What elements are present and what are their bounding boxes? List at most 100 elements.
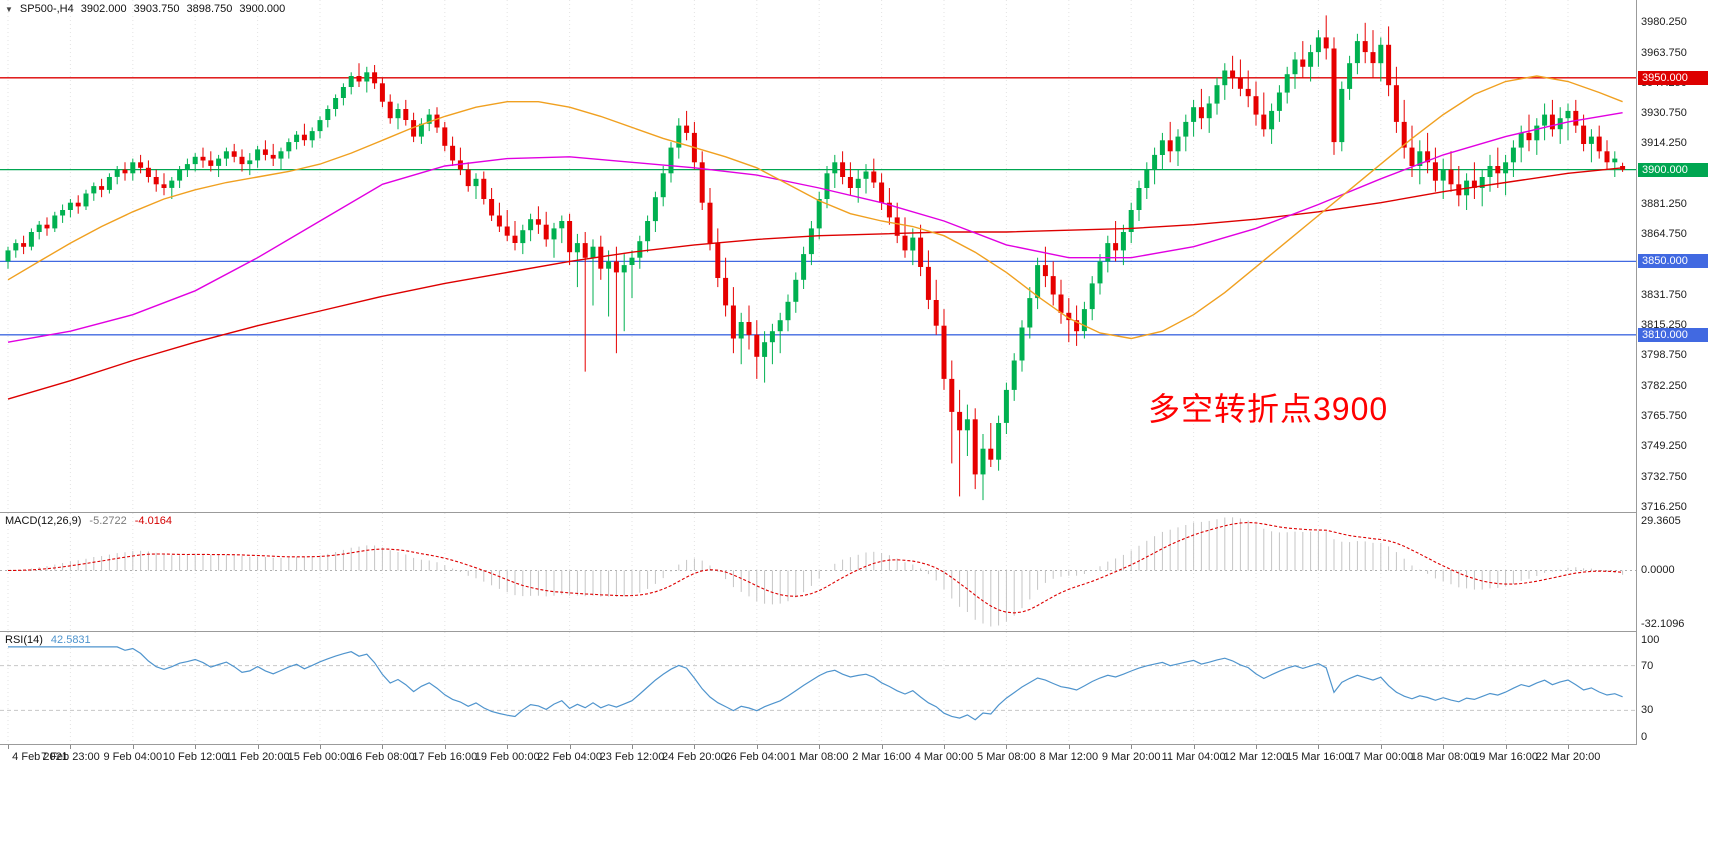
time-axis-label: 4 Mar 00:00 — [914, 751, 974, 763]
candle-body — [122, 169, 128, 174]
rsi-value: 42.5831 — [50, 634, 91, 646]
candle-body — [1097, 261, 1103, 284]
time-tick — [1193, 745, 1195, 749]
candle-body — [996, 423, 1002, 460]
candle-body — [192, 156, 198, 165]
candle-body — [418, 123, 424, 137]
time-tick — [1318, 745, 1320, 749]
panel-separator[interactable] — [0, 512, 1724, 513]
candle-body — [567, 221, 573, 253]
candle-body — [91, 186, 97, 194]
time-axis-label: 18 Mar 08:00 — [1410, 751, 1476, 763]
time-axis-label: 15 Mar 16:00 — [1285, 751, 1351, 763]
time-axis[interactable]: 4 Feb 2021 7 Feb 23:00 9 Feb 04:00 10 Feb 1… — [0, 745, 1724, 775]
candle-body — [1245, 88, 1251, 97]
time-axis-label: 7 Feb 23:00 — [41, 751, 100, 763]
macd-label: MACD(12,26,9) -5.2722 -4.0164 — [5, 515, 172, 527]
candle-body — [1284, 74, 1290, 93]
candle-body — [785, 301, 791, 321]
time-tick — [632, 745, 633, 749]
time-axis-label: 24 Feb 20:00 — [661, 751, 727, 763]
candle-body — [1128, 210, 1134, 232]
candle-body — [793, 279, 799, 302]
price-tick-label: 3881.250 — [1641, 198, 1687, 211]
time-axis-label: 1 Mar 08:00 — [789, 751, 849, 763]
rsi-axis-label: 70 — [1641, 659, 1654, 672]
price-tick-label: 3864.750 — [1641, 228, 1687, 241]
panel-separator[interactable] — [0, 631, 1724, 632]
candle-body — [1534, 125, 1540, 141]
time-axis-label: 26 Feb 04:00 — [724, 751, 790, 763]
chart-annotation: 多空转折点3900 — [1148, 391, 1389, 427]
candlestick-chart[interactable] — [0, 0, 1636, 512]
time-axis-label: 19 Feb 00:00 — [474, 751, 540, 763]
candle-body — [1596, 136, 1602, 152]
candle-body — [543, 224, 549, 240]
dropdown-arrow-icon[interactable]: ▼ — [5, 4, 13, 14]
price-level-badge: 3810.000 — [1638, 327, 1708, 342]
price-tick-label: 3782.250 — [1641, 379, 1687, 392]
candle-body — [863, 171, 869, 179]
time-axis-label: 10 Feb 12:00 — [162, 751, 228, 763]
time-tick — [756, 745, 758, 749]
candle-body — [980, 448, 986, 475]
candle-body — [1417, 151, 1423, 166]
candle-body — [949, 378, 955, 412]
candle-body — [582, 243, 588, 258]
candle-body — [1487, 166, 1493, 177]
candle-body — [301, 134, 307, 141]
candle-body — [1370, 52, 1376, 64]
time-axis-label: 9 Feb 04:00 — [103, 751, 163, 763]
candle-body — [684, 125, 690, 133]
candle-body — [99, 186, 105, 190]
candle-body — [808, 228, 814, 255]
candle-body — [294, 134, 300, 142]
candle-body — [153, 177, 159, 185]
macd-panel[interactable]: MACD(12,26,9) -5.2722 -4.0164 — [0, 513, 1636, 631]
candle-body — [395, 109, 401, 119]
candle-body — [1183, 121, 1189, 137]
candle-body — [1011, 360, 1017, 390]
symbol-timeframe: SP500-,H4 — [19, 3, 74, 15]
candle-body — [746, 322, 752, 335]
price-tick-label: 3980.250 — [1641, 16, 1687, 29]
candle-body — [1081, 309, 1087, 332]
time-axis-label: 23 Feb 12:00 — [599, 751, 665, 763]
candle-body — [223, 151, 229, 159]
candle-body — [333, 98, 339, 109]
candle-body — [1518, 132, 1524, 148]
candle-body — [504, 226, 510, 236]
ma-slow-red — [7, 167, 1623, 400]
candle-body — [465, 169, 471, 187]
candle-body — [1588, 136, 1594, 144]
time-axis-label: 17 Mar 00:00 — [1348, 751, 1414, 763]
candle-body — [879, 182, 885, 203]
candle-body — [145, 167, 151, 177]
candle-body — [957, 411, 963, 431]
candle-body — [1542, 114, 1548, 126]
candle-body — [660, 173, 666, 198]
candle-body — [1175, 136, 1181, 152]
candle-body — [278, 151, 284, 159]
candle-body — [1214, 85, 1220, 104]
price-tick-label: 3749.250 — [1641, 440, 1687, 453]
quote-high: 3903.750 — [133, 3, 180, 15]
time-axis-label: 19 Mar 16:00 — [1473, 751, 1538, 763]
time-tick — [881, 745, 883, 749]
price-axis[interactable]: 3980.2503963.7503947.2503930.7503914.250… — [1637, 0, 1724, 745]
time-tick — [1443, 745, 1445, 749]
macd-chart — [0, 513, 1636, 631]
candle-body — [1066, 312, 1072, 321]
price-axis-separator — [1636, 0, 1637, 744]
time-tick — [195, 745, 197, 749]
candle-body — [161, 184, 167, 188]
rsi-panel[interactable]: RSI(14) 42.5831 — [0, 632, 1636, 744]
time-tick — [70, 745, 72, 749]
candle-body — [1159, 140, 1165, 155]
candle-body — [1549, 114, 1555, 130]
price-chart-panel[interactable]: ▼ SP500-,H4 3902.000 3903.750 3898.750 3… — [0, 0, 1636, 512]
candle-body — [925, 266, 931, 300]
time-axis-label: 11 Mar 04:00 — [1161, 751, 1226, 763]
candle-body — [1448, 169, 1454, 185]
candle-body — [434, 114, 440, 128]
